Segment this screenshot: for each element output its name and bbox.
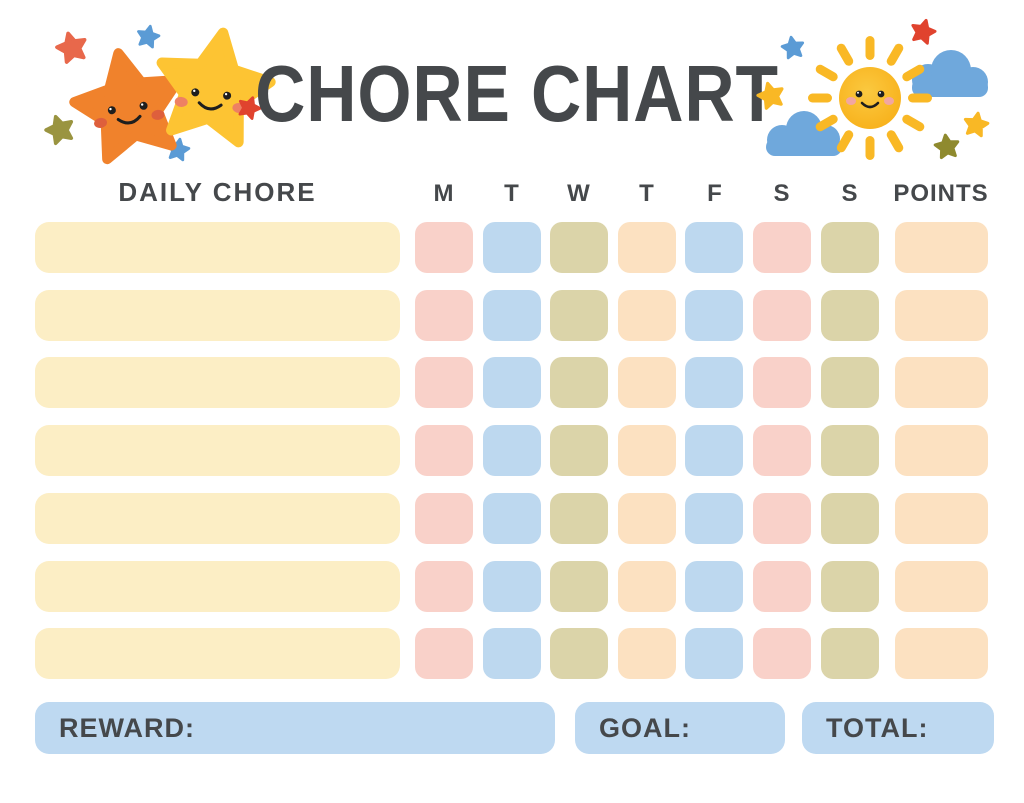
column-header-day-s1: S: [773, 180, 791, 207]
chore-name-cell[interactable]: [35, 425, 400, 476]
day-cell[interactable]: [821, 628, 879, 679]
chore-row: [0, 493, 1024, 544]
orange-star-icon: [66, 42, 191, 163]
chore-name-cell[interactable]: [35, 357, 400, 408]
sun-clouds-decoration: [755, 10, 1017, 182]
day-cell[interactable]: [415, 290, 473, 341]
day-cell[interactable]: [550, 222, 608, 273]
points-cell[interactable]: [895, 357, 988, 408]
reward-label: REWARD:: [59, 712, 195, 743]
total-field[interactable]: TOTAL:: [802, 702, 994, 754]
day-cell[interactable]: [753, 493, 811, 544]
total-label: TOTAL:: [826, 712, 929, 743]
day-cell[interactable]: [550, 561, 608, 612]
points-cell[interactable]: [895, 425, 988, 476]
day-cell[interactable]: [415, 222, 473, 273]
day-cell[interactable]: [821, 290, 879, 341]
day-cell[interactable]: [483, 222, 541, 273]
column-header-day-t2: T: [639, 180, 655, 207]
day-cell[interactable]: [618, 290, 676, 341]
chore-name-cell[interactable]: [35, 561, 400, 612]
stars-decoration: [28, 10, 278, 168]
day-cell[interactable]: [550, 357, 608, 408]
day-cell[interactable]: [685, 628, 743, 679]
day-cell[interactable]: [685, 493, 743, 544]
day-cell[interactable]: [415, 357, 473, 408]
day-cell[interactable]: [685, 561, 743, 612]
day-cell[interactable]: [483, 290, 541, 341]
day-cell[interactable]: [550, 628, 608, 679]
day-cell[interactable]: [618, 357, 676, 408]
day-cell[interactable]: [483, 425, 541, 476]
column-header-day-f: F: [707, 180, 723, 207]
day-cell[interactable]: [685, 425, 743, 476]
points-cell[interactable]: [895, 561, 988, 612]
day-cell[interactable]: [821, 425, 879, 476]
points-cell[interactable]: [895, 222, 988, 273]
column-header-day-m: M: [433, 180, 455, 207]
cloud-right-icon: [912, 50, 988, 97]
day-cell[interactable]: [753, 357, 811, 408]
column-header-day-s2: S: [841, 180, 859, 207]
points-cell[interactable]: [895, 628, 988, 679]
day-cell[interactable]: [415, 425, 473, 476]
chore-row: [0, 628, 1024, 679]
sun-icon: [808, 36, 932, 160]
goal-label: GOAL:: [599, 712, 691, 743]
points-cell[interactable]: [895, 493, 988, 544]
chore-name-cell[interactable]: [35, 290, 400, 341]
day-cell[interactable]: [753, 561, 811, 612]
chore-name-cell[interactable]: [35, 493, 400, 544]
chore-row: [0, 222, 1024, 273]
day-cell[interactable]: [821, 493, 879, 544]
day-cell[interactable]: [753, 425, 811, 476]
goal-field[interactable]: GOAL:: [575, 702, 785, 754]
day-cell[interactable]: [483, 628, 541, 679]
day-cell[interactable]: [550, 493, 608, 544]
day-cell[interactable]: [753, 628, 811, 679]
chore-row: [0, 425, 1024, 476]
day-cell[interactable]: [753, 290, 811, 341]
page-title: CHORE CHART: [255, 49, 779, 138]
day-cell[interactable]: [618, 493, 676, 544]
day-cell[interactable]: [618, 561, 676, 612]
day-cell[interactable]: [483, 493, 541, 544]
sun-rays-icon: [808, 36, 932, 160]
day-cell[interactable]: [550, 290, 608, 341]
day-cell[interactable]: [483, 561, 541, 612]
day-cell[interactable]: [618, 425, 676, 476]
column-header-day-w: W: [567, 180, 591, 207]
day-cell[interactable]: [415, 561, 473, 612]
day-cell[interactable]: [483, 357, 541, 408]
day-cell[interactable]: [618, 222, 676, 273]
day-cell[interactable]: [415, 493, 473, 544]
column-header-points: POINTS: [893, 180, 989, 207]
chore-name-cell[interactable]: [35, 222, 400, 273]
day-cell[interactable]: [618, 628, 676, 679]
day-cell[interactable]: [821, 222, 879, 273]
chore-name-cell[interactable]: [35, 628, 400, 679]
day-cell[interactable]: [821, 561, 879, 612]
cloud-left-icon: [766, 111, 842, 156]
points-cell[interactable]: [895, 290, 988, 341]
reward-field[interactable]: REWARD:: [35, 702, 555, 754]
chore-row: [0, 290, 1024, 341]
day-cell[interactable]: [753, 222, 811, 273]
day-cell[interactable]: [821, 357, 879, 408]
column-header-daily-chore: DAILY CHORE: [118, 177, 317, 207]
chore-row: [0, 561, 1024, 612]
day-cell[interactable]: [415, 628, 473, 679]
chore-row: [0, 357, 1024, 408]
column-header-day-t1: T: [504, 180, 520, 207]
day-cell[interactable]: [685, 357, 743, 408]
day-cell[interactable]: [685, 222, 743, 273]
day-cell[interactable]: [550, 425, 608, 476]
day-cell[interactable]: [685, 290, 743, 341]
